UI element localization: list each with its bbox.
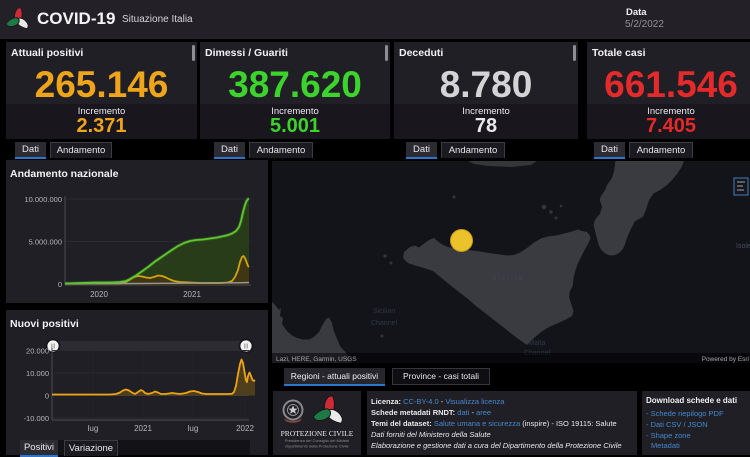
svg-text:Sicilia: Sicilia: [492, 275, 524, 282]
svg-text:Isole: Isole: [736, 243, 750, 250]
svg-text:2022: 2022: [236, 424, 254, 433]
svg-text:2021: 2021: [134, 424, 152, 433]
svg-text:Channel: Channel: [371, 320, 398, 327]
svg-text:10.000: 10.000: [26, 369, 49, 378]
svg-text:Powered by Esri: Powered by Esri: [702, 356, 749, 363]
svg-text:0: 0: [58, 280, 62, 289]
svg-text:2020: 2020: [90, 290, 108, 299]
svg-text:0: 0: [45, 392, 49, 401]
svg-text:Sicilian: Sicilian: [373, 308, 395, 315]
svg-text:lug: lug: [88, 424, 99, 433]
svg-text:-10.000: -10.000: [24, 414, 49, 423]
svg-text:10.000.000: 10.000.000: [24, 195, 62, 204]
svg-text:Lazi, HERE, Garmin, USGS: Lazi, HERE, Garmin, USGS: [276, 356, 357, 363]
svg-text:5.000.000: 5.000.000: [29, 238, 62, 247]
svg-text:Malta: Malta: [528, 340, 545, 347]
svg-text:2021: 2021: [183, 290, 201, 299]
svg-text:20.000: 20.000: [26, 347, 49, 356]
svg-text:lug: lug: [188, 424, 199, 433]
